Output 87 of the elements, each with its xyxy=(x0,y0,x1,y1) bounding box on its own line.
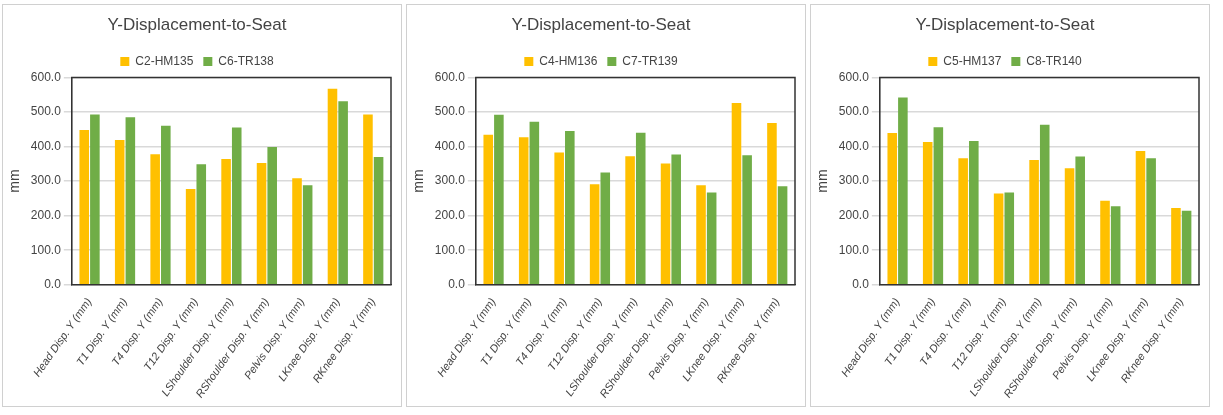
legend-label: C7-TR139 xyxy=(622,53,679,68)
bar xyxy=(1029,160,1039,285)
bar xyxy=(161,125,171,285)
bar xyxy=(150,154,160,285)
y-tick-label: 0.0 xyxy=(44,277,62,292)
bar xyxy=(589,184,600,285)
y-axis-title: mm xyxy=(6,169,23,193)
bar xyxy=(887,133,898,285)
bar xyxy=(600,172,611,285)
legend-label: C4-HM136 xyxy=(539,53,598,68)
bar xyxy=(483,134,494,285)
bar xyxy=(1135,151,1146,285)
bar xyxy=(554,152,564,285)
bar xyxy=(529,121,540,285)
legend-label: C2-HM135 xyxy=(135,53,194,68)
bar xyxy=(338,101,348,285)
bar xyxy=(706,192,717,285)
chart-title: Y-Displacement-to-Seat xyxy=(107,14,287,34)
bar xyxy=(565,130,575,285)
y-axis-title: mm xyxy=(814,169,831,193)
y-tick-label: 400.0 xyxy=(30,138,62,153)
bar xyxy=(90,114,100,285)
legend-label: C5-HM137 xyxy=(943,53,1002,68)
bar xyxy=(1039,124,1050,285)
chart-title: Y-Displacement-to-Seat xyxy=(511,14,691,34)
bar xyxy=(302,185,313,285)
y-axis-title: mm xyxy=(410,169,427,193)
y-tick-label: 600.0 xyxy=(838,69,870,84)
bar xyxy=(267,146,277,285)
bar xyxy=(767,123,777,285)
y-tick-label: 300.0 xyxy=(434,173,466,188)
y-tick-label: 200.0 xyxy=(30,207,62,222)
bar xyxy=(1146,158,1156,285)
y-tick-label: 600.0 xyxy=(30,69,62,84)
y-tick-label: 600.0 xyxy=(434,69,466,84)
bar xyxy=(363,114,373,285)
y-tick-label: 100.0 xyxy=(434,242,466,257)
y-tick-label: 400.0 xyxy=(434,138,466,153)
bar xyxy=(969,141,979,285)
bar xyxy=(1064,168,1075,285)
legend-label: C8-TR140 xyxy=(1026,53,1083,68)
bar xyxy=(933,127,944,285)
bar xyxy=(625,156,635,285)
chart-title: Y-Displacement-to-Seat xyxy=(915,14,1095,34)
bar xyxy=(898,97,908,285)
y-tick-label: 500.0 xyxy=(30,104,62,119)
bar xyxy=(1181,210,1192,285)
bar xyxy=(922,142,933,285)
bar xyxy=(1100,200,1110,285)
y-tick-label: 100.0 xyxy=(30,242,62,257)
bar xyxy=(292,178,302,285)
bar xyxy=(114,139,125,285)
y-tick-label: 200.0 xyxy=(434,207,466,222)
bar xyxy=(660,163,671,285)
bar xyxy=(742,155,752,285)
y-tick-label: 200.0 xyxy=(838,207,870,222)
bar xyxy=(635,132,646,285)
legend-label: C6-TR138 xyxy=(218,53,275,68)
bar xyxy=(231,127,242,285)
bar xyxy=(696,185,706,285)
bar xyxy=(518,137,529,285)
y-tick-label: 300.0 xyxy=(30,173,62,188)
bar xyxy=(125,117,136,285)
bar xyxy=(221,158,231,285)
bar xyxy=(256,163,267,285)
y-tick-label: 100.0 xyxy=(838,242,870,257)
bar xyxy=(671,154,681,285)
y-tick-label: 400.0 xyxy=(838,138,870,153)
bar xyxy=(327,88,338,285)
bar xyxy=(1110,206,1121,285)
bar xyxy=(185,189,196,285)
bar xyxy=(731,102,742,285)
y-tick-label: 0.0 xyxy=(852,277,870,292)
bar xyxy=(79,129,90,285)
y-tick-label: 500.0 xyxy=(434,104,466,119)
y-tick-label: 0.0 xyxy=(448,277,466,292)
y-tick-label: 300.0 xyxy=(838,173,870,188)
bar xyxy=(958,158,968,285)
bar xyxy=(1075,156,1085,285)
bar xyxy=(373,156,384,285)
bar xyxy=(993,193,1004,285)
bar xyxy=(1171,208,1181,285)
y-tick-label: 500.0 xyxy=(838,104,870,119)
bar xyxy=(1004,192,1015,285)
bar xyxy=(777,186,788,285)
bar xyxy=(494,114,504,285)
bar xyxy=(196,164,207,285)
